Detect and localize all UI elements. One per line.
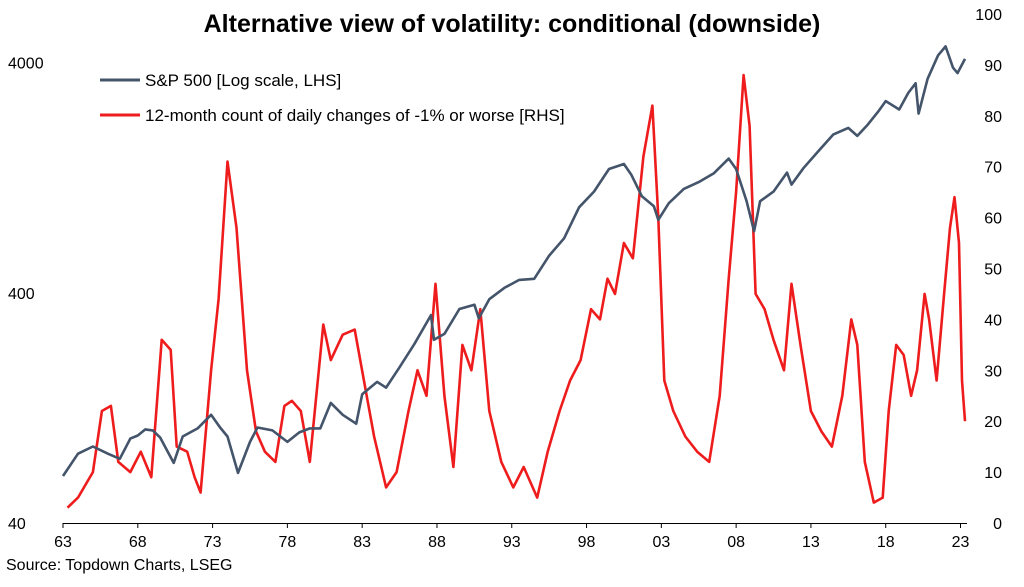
x-tick-label: 68	[129, 534, 147, 551]
x-tick-label: 93	[503, 534, 521, 551]
right-tick-label: 90	[984, 58, 1002, 75]
right-tick-label: 30	[984, 363, 1002, 380]
x-tick-label: 73	[204, 534, 222, 551]
right-tick-label: 20	[984, 414, 1002, 431]
x-tick-label: 63	[54, 534, 72, 551]
right-axis-ticks: 0 10 20 30 40 50 60 70 80 90 100	[975, 7, 1002, 533]
right-tick-label: 10	[984, 465, 1002, 482]
series-line-sp500	[61, 45, 967, 477]
x-tick-label: 23	[952, 534, 970, 551]
left-tick-label: 400	[8, 286, 35, 303]
chart-title: Alternative view of volatility: conditio…	[203, 10, 821, 38]
x-tick-label: 13	[802, 534, 820, 551]
legend-label: S&P 500 [Log scale, LHS]	[145, 71, 341, 90]
legend-label: 12-month count of daily changes of -1% o…	[145, 106, 565, 125]
x-tick-label: 08	[727, 534, 745, 551]
right-tick-label: 50	[984, 262, 1002, 279]
right-tick-label: 60	[984, 211, 1002, 228]
x-tick-label: 88	[428, 534, 446, 551]
x-tick-label: 18	[877, 534, 895, 551]
left-tick-label: 40	[8, 516, 26, 533]
right-tick-label: 100	[975, 7, 1002, 24]
x-tick-label: 83	[353, 534, 371, 551]
legend: S&P 500 [Log scale, LHS] 12-month count o…	[100, 71, 565, 125]
x-tick-label: 03	[652, 534, 670, 551]
right-tick-label: 70	[984, 160, 1002, 177]
x-axis-ticks: 63 68 73 78 83 88 93 98 03 08 13 18 23	[54, 523, 970, 551]
series-line-downside-count	[66, 73, 967, 509]
right-tick-label: 0	[993, 516, 1002, 533]
x-tick-label: 98	[578, 534, 596, 551]
left-axis-ticks: 40 400 4000	[8, 56, 44, 533]
right-tick-label: 40	[984, 312, 1002, 329]
source-note: Source: Topdown Charts, LSEG	[6, 557, 233, 574]
right-tick-label: 80	[984, 109, 1002, 126]
left-tick-label: 4000	[8, 56, 44, 73]
x-tick-label: 78	[278, 534, 296, 551]
